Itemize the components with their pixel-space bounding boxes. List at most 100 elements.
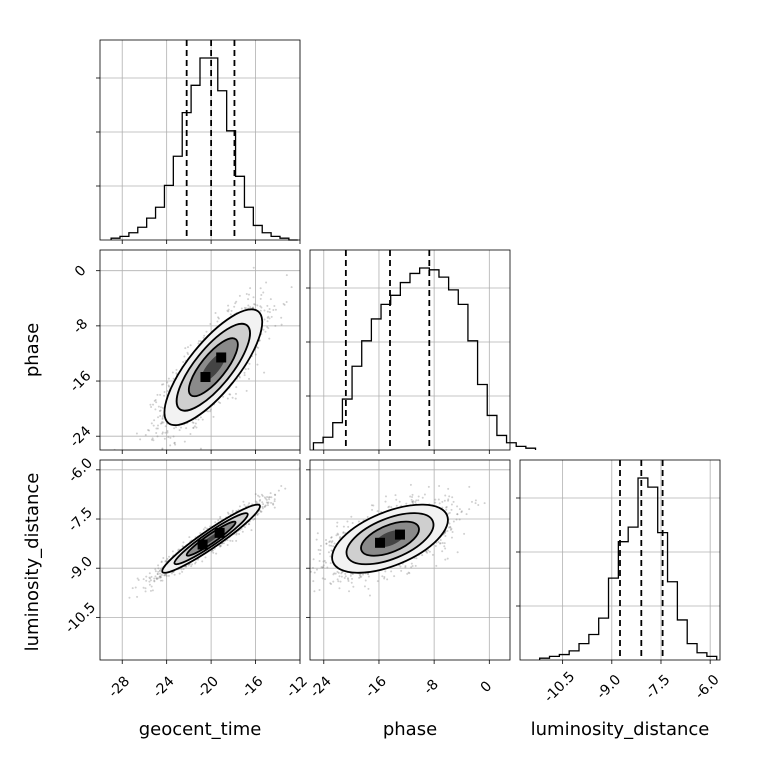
sample-point <box>226 309 229 312</box>
sample-point <box>384 500 387 503</box>
sample-point <box>330 582 333 585</box>
sample-point <box>131 587 134 590</box>
sample-point <box>148 429 151 432</box>
sample-point <box>390 570 393 573</box>
sample-point <box>142 578 145 581</box>
sample-point <box>447 512 450 515</box>
sample-point <box>280 323 283 326</box>
sample-point <box>194 562 197 565</box>
sample-point <box>150 585 153 588</box>
sample-point <box>344 575 347 578</box>
sample-point <box>219 545 222 548</box>
sample-point <box>173 573 176 576</box>
sample-point <box>148 583 151 586</box>
sample-point <box>406 572 409 575</box>
density-peak <box>216 352 227 363</box>
density-peak <box>197 539 208 550</box>
sample-point <box>159 575 162 578</box>
sample-point <box>445 508 448 511</box>
sample-point <box>269 492 272 495</box>
sample-point <box>335 534 338 537</box>
sample-point <box>226 397 229 400</box>
sample-point <box>384 495 387 498</box>
sample-point <box>383 575 386 578</box>
sample-point <box>284 593 286 595</box>
sample-point <box>160 574 163 577</box>
sample-point <box>434 498 437 501</box>
sample-point <box>313 590 316 593</box>
sample-point <box>168 385 171 388</box>
sample-point <box>444 547 447 550</box>
sample-point <box>412 502 415 505</box>
sample-point <box>171 550 174 553</box>
sample-point <box>185 427 188 430</box>
sample-point <box>411 495 414 498</box>
sample-point <box>209 410 212 413</box>
sample-point <box>259 510 262 513</box>
sample-point <box>250 529 253 532</box>
sample-point <box>182 541 185 544</box>
sample-point <box>204 556 207 559</box>
sample-point <box>261 505 264 508</box>
sample-point <box>219 402 222 405</box>
sample-point <box>240 527 243 530</box>
sample-point <box>158 570 161 573</box>
sample-point <box>444 531 447 534</box>
sample-point <box>257 512 260 515</box>
sample-point <box>149 589 152 592</box>
sample-point <box>371 508 374 511</box>
sample-point <box>148 572 151 575</box>
sample-point <box>228 393 231 396</box>
histogram-geocent-time <box>110 57 298 241</box>
sample-point <box>202 528 205 531</box>
sample-point <box>147 429 150 432</box>
sample-point <box>227 310 230 313</box>
sample-point <box>157 405 160 408</box>
sample-point <box>249 306 252 309</box>
sample-point <box>160 422 163 425</box>
sample-point <box>155 401 158 404</box>
sample-point <box>384 570 387 573</box>
sample-point <box>161 406 164 409</box>
sample-point <box>229 393 232 396</box>
sample-point <box>247 304 250 307</box>
sample-point <box>242 500 245 503</box>
sample-point <box>182 361 185 364</box>
sample-point <box>447 487 450 490</box>
sample-point <box>181 545 184 548</box>
sample-point <box>163 455 165 457</box>
sample-point <box>425 550 428 553</box>
sample-point <box>210 550 213 553</box>
sample-point <box>262 328 265 331</box>
sample-point <box>169 444 172 447</box>
sample-point <box>136 577 139 580</box>
sample-point <box>342 531 345 534</box>
sample-point <box>411 500 414 503</box>
sample-point <box>315 538 318 541</box>
sample-point <box>367 572 370 575</box>
sample-point <box>140 467 142 469</box>
sample-point <box>363 585 366 588</box>
sample-point <box>263 309 266 312</box>
sample-point <box>447 498 450 501</box>
sample-point <box>244 368 247 371</box>
sample-point <box>235 533 238 536</box>
sample-point <box>346 577 349 580</box>
sample-point <box>263 505 266 508</box>
sample-point <box>152 439 155 442</box>
sample-point <box>156 578 159 581</box>
sample-point <box>449 528 452 531</box>
sample-point <box>283 303 286 306</box>
sample-point <box>161 431 164 434</box>
sample-point <box>197 342 200 345</box>
sample-point <box>256 363 259 366</box>
sample-point <box>152 424 155 427</box>
sample-point <box>159 572 162 575</box>
sample-point <box>336 521 339 524</box>
sample-point <box>154 575 157 578</box>
sample-point <box>144 587 147 590</box>
sample-point <box>328 544 331 547</box>
sample-point <box>192 421 195 424</box>
sample-point <box>149 577 152 580</box>
